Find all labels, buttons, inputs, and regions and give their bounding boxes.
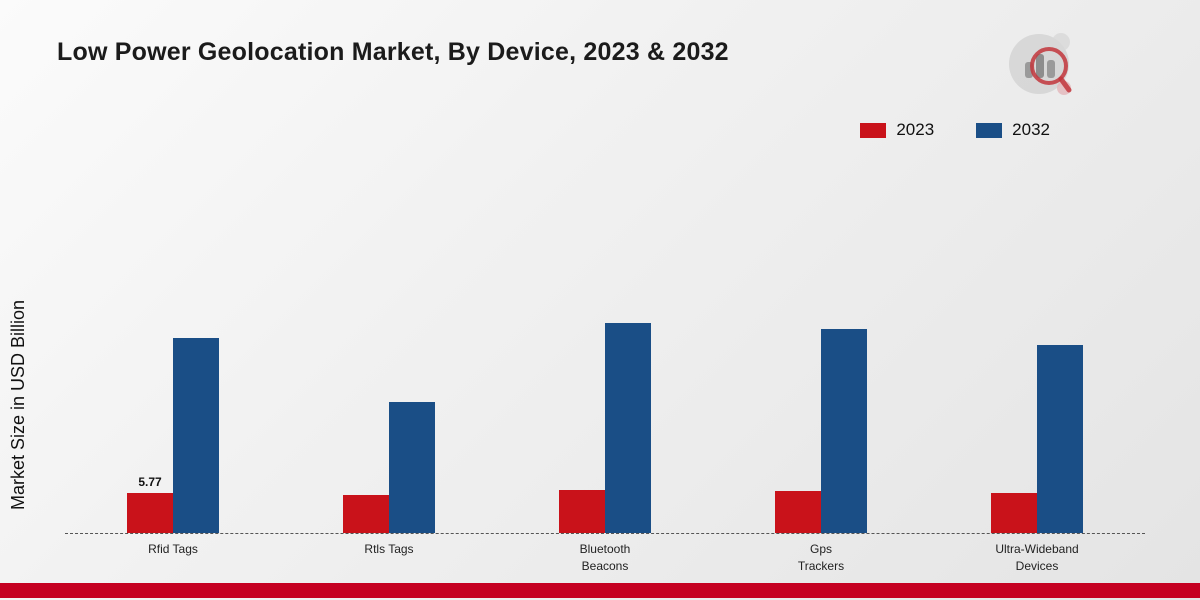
category-label-1: Rtls Tags bbox=[364, 542, 414, 556]
bar-value-label: 5.77 bbox=[138, 474, 162, 489]
legend-swatch-2023 bbox=[860, 122, 887, 138]
bars-1 bbox=[343, 150, 435, 533]
category-label-0: Rfid Tags bbox=[148, 542, 198, 556]
page-title: Low Power Geolocation Market, By Device,… bbox=[57, 38, 729, 66]
bar-2023-category-0: 5.77 bbox=[127, 475, 173, 533]
bar-group-1: Rtls Tags bbox=[343, 150, 435, 556]
legend-item-2023: 2023 bbox=[860, 120, 934, 140]
bar-2032-category-1 bbox=[389, 402, 435, 533]
legend-item-2032: 2032 bbox=[976, 120, 1050, 140]
brand-logo bbox=[1009, 33, 1072, 95]
bar-group-0: 5.77 Rfid Tags bbox=[127, 150, 219, 556]
bar-group-4: Ultra-Wideband Devices bbox=[991, 150, 1083, 573]
bars-3 bbox=[775, 150, 867, 533]
bars-2 bbox=[559, 150, 651, 533]
y-axis-title: Market Size in USD Billion bbox=[8, 299, 28, 511]
bar-group-3: Gps Trackers bbox=[775, 150, 867, 573]
bar-2032-category-0 bbox=[173, 338, 219, 533]
bottom-accent-bar bbox=[0, 583, 1200, 598]
bar-2032-category-2 bbox=[605, 322, 651, 533]
x-axis-line bbox=[65, 533, 1145, 534]
bar-2023-category-2 bbox=[559, 489, 605, 533]
bars-0: 5.77 bbox=[127, 150, 219, 533]
bar-2023-category-4 bbox=[991, 492, 1037, 533]
plot-area: 5.77 Rfid Tags Rtls Tags Bluetooth Beacons G… bbox=[65, 150, 1145, 573]
legend: 2023 2032 bbox=[860, 120, 1050, 140]
category-label-2: Bluetooth Beacons bbox=[579, 542, 631, 574]
legend-label-2032: 2032 bbox=[1012, 120, 1050, 139]
bar-2032-category-4 bbox=[1037, 344, 1083, 533]
category-label-4: Ultra-Wideband Devices bbox=[995, 542, 1079, 574]
bar-2023-category-1 bbox=[343, 494, 389, 533]
bar-2032-category-3 bbox=[821, 328, 867, 533]
legend-swatch-2032 bbox=[976, 122, 1003, 138]
category-label-3: Gps Trackers bbox=[797, 542, 845, 574]
legend-label-2023: 2023 bbox=[896, 120, 935, 139]
bar-group-2: Bluetooth Beacons bbox=[559, 150, 651, 573]
bar-2023-category-3 bbox=[775, 490, 821, 533]
bars-4 bbox=[991, 150, 1083, 533]
